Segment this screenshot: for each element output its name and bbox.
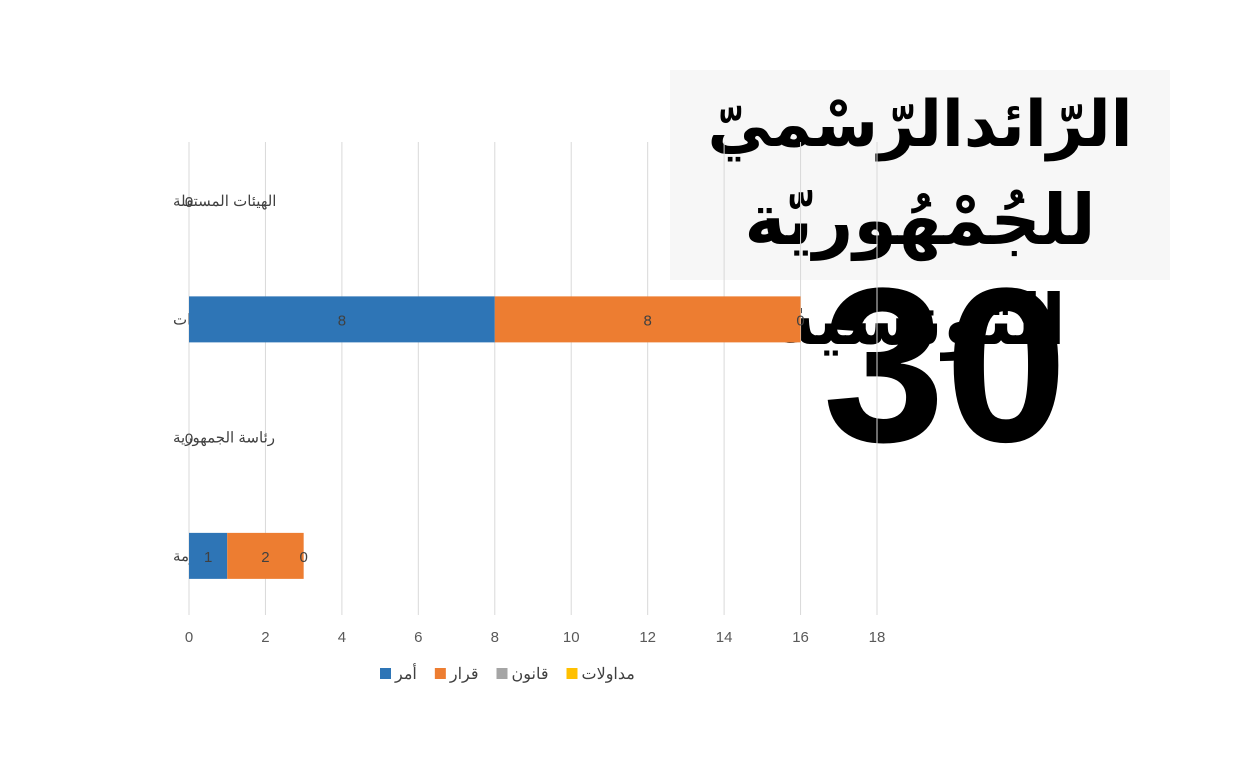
legend-label-3: مداولات [582,666,635,683]
data-label-2-0: 8 [338,312,346,329]
data-label-1-0: 0 [185,431,193,448]
category-label-3: الهيئات المستقلة [173,193,276,210]
bar-2-0 [189,296,495,343]
category-label-1: رئاسة الجمهورية [173,430,275,447]
bar-2-1 [494,296,801,343]
x-tick-label-5: 10 [563,629,580,646]
masthead-line-1: الرّائدالرّسْميّ [707,88,1133,162]
data-label-2-1: 8 [643,312,651,329]
x-tick-label-2: 4 [338,629,346,646]
bar-0-0 [189,532,228,579]
x-tick-label-1: 2 [261,629,269,646]
legend-label-0: أمر [394,663,417,683]
legend-swatch-3 [566,668,578,679]
x-tick-label-0: 0 [185,629,193,646]
issue-number: 30 [822,242,1068,488]
legend-swatch-0 [380,668,391,679]
legend-swatch-2 [496,668,508,679]
data-label-0-0: 1 [204,549,212,566]
data-label-0-2: 0 [299,549,307,566]
masthead-line-2: للجُمْهُوريّة التونسية [744,179,1096,361]
legend-swatch-1 [434,668,446,679]
legend-label-1: قرار [449,666,479,683]
legend-label-2: قانون [512,666,549,683]
x-tick-label-9: 18 [869,629,886,646]
x-tick-label-6: 12 [639,629,656,646]
data-label-3-0: 0 [185,194,193,211]
data-label-2-2: 0 [796,312,804,329]
gazette-masthead: الرّائدالرّسْميّ للجُمْهُوريّة التونسية [670,70,1170,361]
data-label-0-1: 2 [261,549,269,566]
x-tick-label-4: 8 [491,629,499,646]
bar-0-1 [227,532,304,579]
x-tick-label-8: 16 [792,629,809,646]
x-tick-label-3: 6 [414,629,422,646]
x-tick-label-7: 14 [716,629,733,646]
